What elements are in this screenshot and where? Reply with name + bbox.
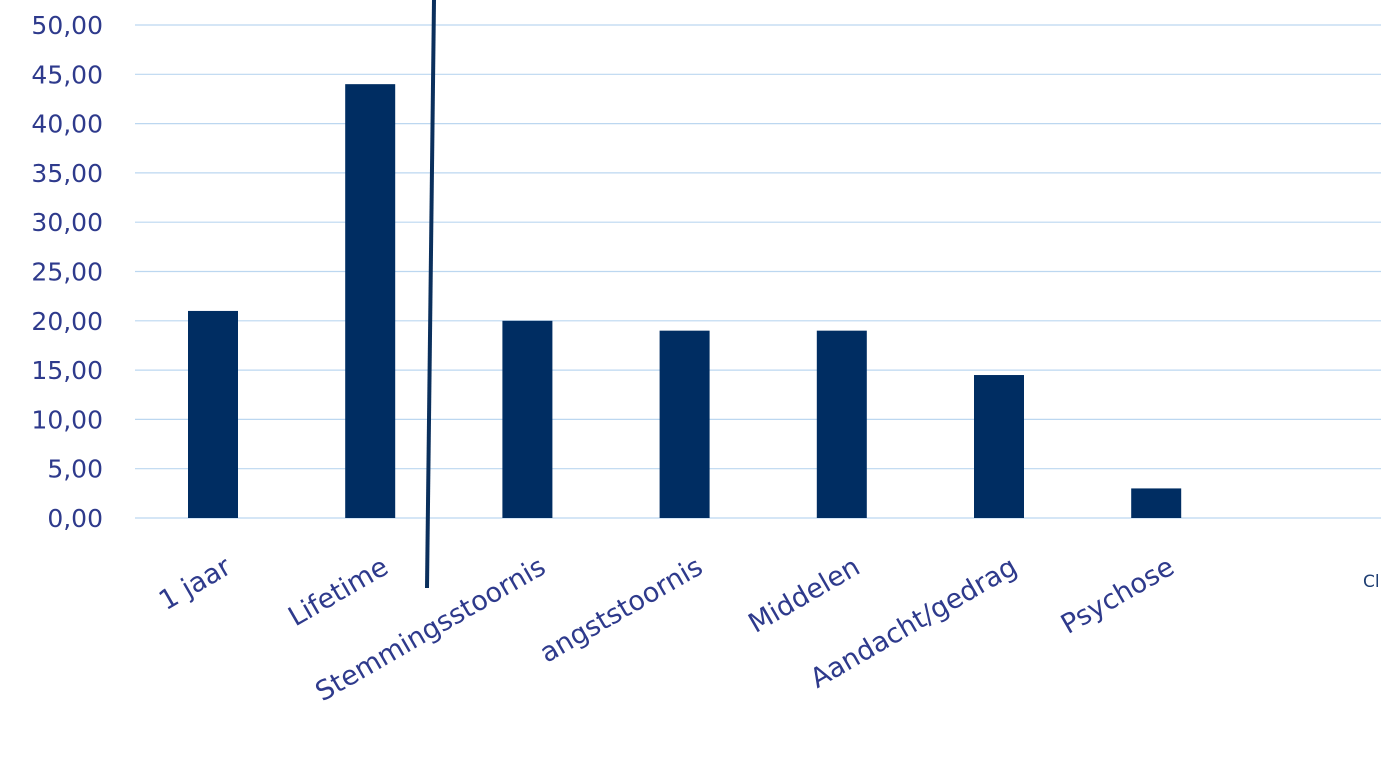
bar <box>502 320 553 518</box>
x-tick-label: Psychose <box>1056 551 1180 640</box>
y-tick-label: 50,00 <box>31 11 103 40</box>
y-tick-label: 10,00 <box>31 405 103 434</box>
y-tick-label: 15,00 <box>31 356 103 385</box>
x-tick-label: angststoornis <box>535 551 709 669</box>
y-tick-label: 20,00 <box>31 307 103 336</box>
y-tick-label: 45,00 <box>31 60 103 89</box>
side-note: Cl <box>1363 572 1380 592</box>
x-axis-ticks: 1 jaar LifetimeStemmingsstoornisangststoo… <box>154 551 1180 708</box>
divider-line <box>425 0 436 589</box>
y-tick-label: 35,00 <box>31 159 103 188</box>
y-axis-ticks: 0,00 5,00 10,00 15,00 20,00 25,00 30,00 35,00 40… <box>31 11 103 533</box>
bar <box>659 330 710 518</box>
gridlines <box>135 24 1381 519</box>
bar <box>188 310 238 518</box>
y-tick-label: 30,00 <box>31 208 103 237</box>
y-tick-label: 25,00 <box>31 258 103 287</box>
y-tick-label: 5,00 <box>47 455 103 484</box>
y-tick-label: 0,00 <box>47 504 103 533</box>
bars <box>188 84 1182 518</box>
bar <box>974 375 1024 518</box>
bar <box>345 84 396 518</box>
y-tick-label: 40,00 <box>31 110 103 139</box>
x-tick-label: Middelen <box>743 551 865 639</box>
bar <box>1131 488 1182 518</box>
x-tick-label: 1 jaar <box>154 551 237 617</box>
x-tick-label: Lifetime <box>283 551 393 633</box>
bar <box>816 330 867 518</box>
